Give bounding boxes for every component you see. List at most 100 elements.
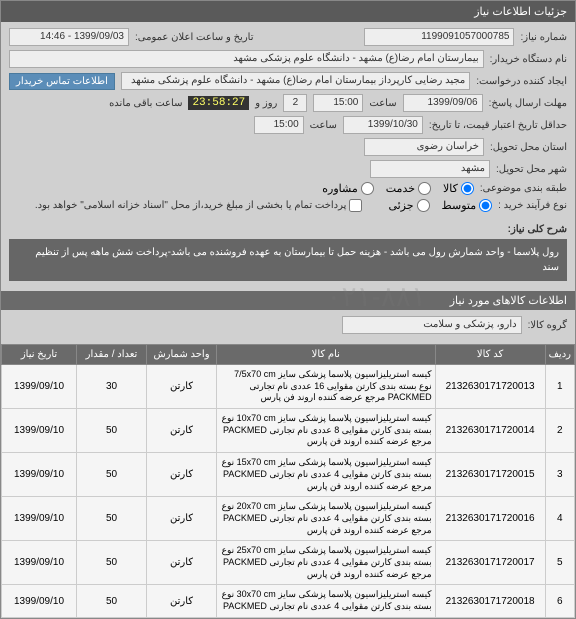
cell-code: 2132630171720013 — [435, 365, 545, 409]
cell-qty: 50 — [77, 409, 147, 453]
cell-date: 1399/09/10 — [2, 453, 77, 497]
table-row: 22132630171720014کیسه استریلیزاسیون پلاس… — [2, 409, 575, 453]
cell-unit: کارتن — [147, 497, 217, 541]
grouping-goods-radio[interactable] — [461, 182, 474, 195]
need-description: رول پلاسما - واحد شمارش رول می باشد - هز… — [9, 239, 567, 281]
cell-qty: 50 — [77, 585, 147, 617]
grouping-service[interactable]: خدمت — [386, 182, 431, 195]
table-row: 52132630171720017کیسه استریلیزاسیون پلاس… — [2, 541, 575, 585]
cell-qty: 50 — [77, 453, 147, 497]
deadline-time: 15:00 — [313, 94, 363, 112]
grouping-service-radio[interactable] — [418, 182, 431, 195]
grouping-consult[interactable]: مشاوره — [322, 182, 373, 195]
buyer-contact-button[interactable]: اطلاعات تماس خریدار — [9, 73, 115, 90]
items-table: ردیف کد کالا نام کالا واحد شمارش تعداد /… — [1, 344, 575, 618]
table-row: 12132630171720013کیسه استریلیزاسیون پلاس… — [2, 365, 575, 409]
treasury-checkbox-item[interactable]: پرداخت تمام یا بخشی از مبلغ خرید،از محل … — [35, 199, 363, 212]
grouping-goods-label: کالا — [443, 182, 458, 195]
buyer-org-value: بیمارستان امام رضا(ع) مشهد - دانشگاه علو… — [9, 50, 484, 68]
remain-label: ساعت باقی مانده — [109, 98, 182, 109]
creator-value: مجید رضایی کارپرداز بیمارستان امام رضا(ع… — [121, 72, 470, 90]
table-header-row: ردیف کد کالا نام کالا واحد شمارش تعداد /… — [2, 345, 575, 365]
grouping-service-label: خدمت — [386, 182, 415, 195]
purchase-medium-radio[interactable] — [479, 199, 492, 212]
days-remain: 2 — [283, 94, 307, 112]
goods-group-label: گروه کالا: — [528, 320, 567, 331]
grouping-consult-radio[interactable] — [361, 182, 374, 195]
description-area: شرح کلی نیاز: رول پلاسما - واحد شمارش رو… — [1, 222, 575, 291]
cell-name: کیسه استریلیزاسیون پلاسما پزشکی سایز 10x… — [217, 409, 436, 453]
items-table-container: ردیف کد کالا نام کالا واحد شمارش تعداد /… — [1, 344, 575, 618]
cell-unit: کارتن — [147, 409, 217, 453]
purchase-medium-label: متوسط — [442, 199, 477, 212]
cell-date: 1399/09/10 — [2, 585, 77, 617]
cell-code: 2132630171720014 — [435, 409, 545, 453]
cell-code: 2132630171720018 — [435, 585, 545, 617]
main-container: جزئیات اطلاعات نیاز شماره نیاز: 11990910… — [0, 0, 576, 619]
cell-index: 1 — [545, 365, 574, 409]
cell-name: کیسه استریلیزاسیون پلاسما پزشکی سایز 30x… — [217, 585, 436, 617]
delivery-city-label: شهر محل تحویل: — [496, 164, 567, 175]
items-section-header: اطلاعات کالاهای مورد نیاز — [1, 291, 575, 310]
announce-label: تاریخ و ساعت اعلان عمومی: — [135, 32, 254, 43]
grouping-goods[interactable]: کالا — [443, 182, 474, 195]
purchase-type-group: متوسط جزئی — [388, 199, 492, 212]
need-number-label: شماره نیاز: — [520, 32, 567, 43]
treasury-checkbox[interactable] — [349, 199, 362, 212]
cell-name: کیسه استریلیزاسیون پلاسما پزشکی سایز 15x… — [217, 453, 436, 497]
cell-name: کیسه استریلیزاسیون پلاسما پزشکی سایز 25x… — [217, 541, 436, 585]
delivery-city: مشهد — [370, 160, 490, 178]
cell-code: 2132630171720016 — [435, 497, 545, 541]
cell-unit: کارتن — [147, 365, 217, 409]
purchase-medium[interactable]: متوسط — [442, 199, 493, 212]
cell-index: 5 — [545, 541, 574, 585]
purchase-small-radio[interactable] — [417, 199, 430, 212]
countdown-timer: 23:58:27 — [188, 96, 249, 110]
need-number-value: 1199091057000785 — [364, 28, 514, 46]
cell-code: 2132630171720017 — [435, 541, 545, 585]
cell-unit: کارتن — [147, 541, 217, 585]
cell-qty: 30 — [77, 365, 147, 409]
cell-date: 1399/09/10 — [2, 497, 77, 541]
purchase-small-label: جزئی — [388, 199, 413, 212]
purchase-small[interactable]: جزئی — [388, 199, 429, 212]
buyer-org-label: نام دستگاه خریدار: — [490, 54, 567, 65]
deadline-label: مهلت ارسال پاسخ: — [489, 98, 567, 109]
th-index: ردیف — [545, 345, 574, 365]
cell-index: 6 — [545, 585, 574, 617]
cell-unit: کارتن — [147, 453, 217, 497]
table-row: 32132630171720015کیسه استریلیزاسیون پلاس… — [2, 453, 575, 497]
delivery-prov-label: استان محل تحویل: — [490, 142, 567, 153]
grouping-radio-group: کالا خدمت مشاوره — [322, 182, 474, 195]
time-label-2: ساعت — [310, 120, 337, 131]
grouping-consult-label: مشاوره — [322, 182, 357, 195]
validity-time: 15:00 — [254, 116, 304, 134]
th-date: تاریخ نیاز — [2, 345, 77, 365]
th-code: کد کالا — [435, 345, 545, 365]
grouping-label: طبقه بندی موضوعی: — [480, 183, 567, 194]
goods-group-area: گروه کالا: دارو، پزشکی و سلامت — [1, 310, 575, 344]
cell-name: کیسه استریلیزاسیون پلاسما پزشکی سایز 20x… — [217, 497, 436, 541]
th-name: نام کالا — [217, 345, 436, 365]
need-info-form: شماره نیاز: 1199091057000785 تاریخ و ساع… — [1, 22, 575, 222]
days-remain-label: روز و — [255, 98, 277, 109]
purchase-type-label: نوع فرآیند خرید : — [498, 200, 567, 211]
desc-label: شرح کلی نیاز: — [508, 224, 567, 235]
treasury-note: پرداخت تمام یا بخشی از مبلغ خرید،از محل … — [35, 200, 347, 211]
time-label-1: ساعت — [369, 98, 396, 109]
creator-label: ایجاد کننده درخواست: — [476, 76, 567, 87]
cell-date: 1399/09/10 — [2, 409, 77, 453]
table-row: 42132630171720016کیسه استریلیزاسیون پلاس… — [2, 497, 575, 541]
validity-date: 1399/10/30 — [343, 116, 423, 134]
table-row: 62132630171720018کیسه استریلیزاسیون پلاس… — [2, 585, 575, 617]
page-header: جزئیات اطلاعات نیاز — [1, 1, 575, 22]
cell-qty: 50 — [77, 541, 147, 585]
th-unit: واحد شمارش — [147, 345, 217, 365]
cell-index: 2 — [545, 409, 574, 453]
deadline-date: 1399/09/06 — [403, 94, 483, 112]
delivery-prov: خراسان رضوی — [364, 138, 484, 156]
cell-code: 2132630171720015 — [435, 453, 545, 497]
goods-group-value: دارو، پزشکی و سلامت — [342, 316, 522, 334]
th-qty: تعداد / مقدار — [77, 345, 147, 365]
announce-value: 1399/09/03 - 14:46 — [9, 28, 129, 46]
